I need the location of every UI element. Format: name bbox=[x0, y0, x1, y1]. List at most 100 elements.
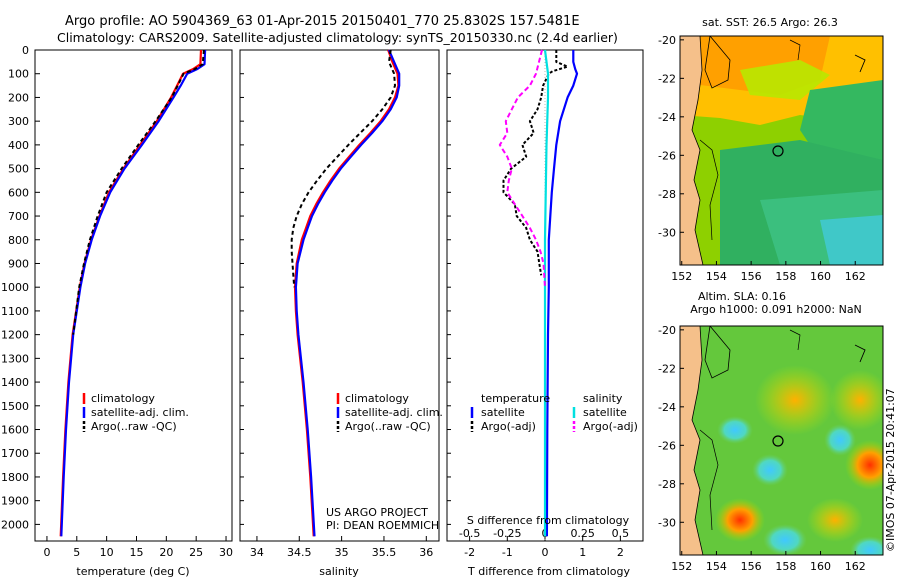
lat-tick-label: -20 bbox=[658, 324, 676, 337]
axes-layer: 0 100 200 300 400 5 0 0 600 700 800 900 1000 1100 1200… bbox=[1, 44, 629, 559]
legend-label-climatology: climatology bbox=[91, 392, 155, 405]
sst-map-ticks: 152 154 156 158 160 162 -20 -22 -24 -26 -28 -30 bbox=[658, 34, 866, 283]
legend-label-argo: Argo(..raw -QC) bbox=[345, 420, 431, 433]
legend-label-satellite: satellite-adj. clim. bbox=[91, 406, 189, 419]
depth-tick-label: 300 bbox=[8, 115, 29, 128]
legend-label-satellite: satellite-adj. clim. bbox=[345, 406, 443, 419]
difference-legend: temperature salinity satellite Argo(-adj… bbox=[470, 392, 638, 433]
temperature-xlabel: temperature (deg C) bbox=[76, 565, 189, 578]
lon-tick-label: 160 bbox=[810, 560, 831, 573]
x-tick-label: -1 bbox=[502, 546, 513, 559]
depth-tick-label: 100 bbox=[8, 68, 29, 81]
lon-tick-label: 152 bbox=[671, 560, 692, 573]
difference-xlabel-top: S difference from climatology bbox=[467, 514, 630, 527]
legend-label-t-satellite: satellite bbox=[481, 406, 525, 419]
lon-tick-label: 158 bbox=[775, 560, 796, 573]
x-tick-label: 5 bbox=[73, 546, 80, 559]
argo-location-marker bbox=[772, 435, 784, 447]
depth-tick-label: 1300 bbox=[1, 352, 29, 365]
salinity-panel bbox=[239, 49, 440, 542]
temperature-series-climatology bbox=[59, 49, 203, 537]
temperature-panel bbox=[34, 49, 233, 542]
lat-tick-label: -20 bbox=[658, 34, 676, 47]
lat-tick-label: -30 bbox=[658, 226, 676, 239]
x-tick-label: 35.5 bbox=[372, 546, 397, 559]
difference-series-t-satellite bbox=[545, 50, 579, 537]
x-tick-label: -2 bbox=[464, 546, 475, 559]
legend-label-s-satellite: satellite bbox=[583, 406, 627, 419]
difference-series-s-satellite bbox=[543, 49, 550, 537]
s-tick-label: -0.5 bbox=[459, 527, 480, 540]
sst-map-title: sat. SST: 26.5 Argo: 26.3 bbox=[702, 16, 838, 29]
depth-tick-label: 700 bbox=[8, 210, 29, 223]
sla-map-title2: Argo h1000: 0.091 h2000: NaN bbox=[690, 303, 862, 316]
depth-tick-label: 1400 bbox=[1, 376, 29, 389]
x-tick-label: 10 bbox=[100, 546, 114, 559]
depth-tick-label: 1000 bbox=[1, 281, 29, 294]
lon-tick-label: 156 bbox=[741, 560, 762, 573]
series-layer bbox=[59, 49, 579, 537]
figure-title-line2: Climatology: CARS2009. Satellite-adjuste… bbox=[57, 30, 618, 45]
depth-tick-label: 400 bbox=[8, 139, 29, 152]
x-tick-label: 15 bbox=[129, 546, 143, 559]
depth-tick-label: 0 bbox=[22, 44, 29, 57]
imos-stamp: ©IMOS 07-Apr-2015 20:41:07 bbox=[884, 388, 897, 552]
x-tick-label: 36 bbox=[419, 546, 433, 559]
lat-tick-label: -24 bbox=[658, 111, 676, 124]
depth-tick-label: 900 bbox=[8, 257, 29, 270]
legend-title-salinity: salinity bbox=[583, 392, 623, 405]
x-tick-label: 0 bbox=[43, 546, 50, 559]
argo-location-marker bbox=[772, 145, 784, 157]
legend-label-t-argo: Argo(-adj) bbox=[481, 420, 536, 433]
depth-tick-label: 600 bbox=[8, 186, 29, 199]
salinity-series-argo-raw-qc- bbox=[290, 49, 396, 288]
sla-map bbox=[680, 326, 883, 555]
depth-tick-label: 1500 bbox=[1, 400, 29, 413]
lon-tick-label: 162 bbox=[845, 270, 866, 283]
lon-tick-label: 158 bbox=[775, 270, 796, 283]
lat-tick-label: -28 bbox=[658, 188, 676, 201]
depth-tick-label: 200 bbox=[8, 91, 29, 104]
figure-title-line1: Argo profile: AO 5904369_63 01-Apr-2015 … bbox=[65, 14, 580, 29]
sla-map-frame bbox=[679, 325, 884, 556]
lon-tick-label: 154 bbox=[706, 270, 727, 283]
salinity-xlabel: salinity bbox=[319, 565, 359, 578]
x-tick-label: 34 bbox=[250, 546, 264, 559]
legend-title-temperature: temperature bbox=[481, 392, 550, 405]
legend-label-climatology: climatology bbox=[345, 392, 409, 405]
x-tick-label: 0 bbox=[542, 546, 549, 559]
lon-tick-label: 156 bbox=[741, 270, 762, 283]
depth-tick-label: 800 bbox=[8, 234, 29, 247]
x-tick-label: 35 bbox=[335, 546, 349, 559]
x-tick-label: 34.5 bbox=[287, 546, 312, 559]
sla-map-ticks: 152 154 156 158 160 162 -20 -22 -24 -26 -28 -30 bbox=[658, 324, 866, 573]
lat-tick-label: -22 bbox=[658, 72, 676, 85]
pi-label: PI: DEAN ROEMMICH bbox=[326, 519, 439, 532]
difference-series-t-argo-adj- bbox=[502, 50, 569, 276]
s-tick-label: 0.25 bbox=[570, 527, 595, 540]
depth-tick-label: 1200 bbox=[1, 329, 29, 342]
lon-tick-label: 162 bbox=[845, 560, 866, 573]
x-tick-label: 2 bbox=[617, 546, 624, 559]
depth-tick-label: 1700 bbox=[1, 447, 29, 460]
lat-tick-label: -26 bbox=[658, 149, 676, 162]
lat-tick-label: -28 bbox=[658, 478, 676, 491]
s-tick-label: -0.25 bbox=[493, 527, 521, 540]
lon-tick-label: 160 bbox=[810, 270, 831, 283]
s-tick-label: 0.5 bbox=[612, 527, 630, 540]
temperature-series-argo-raw-qc- bbox=[72, 49, 205, 335]
lat-tick-label: -30 bbox=[658, 516, 676, 529]
project-label: US ARGO PROJECT bbox=[326, 506, 428, 519]
legend-label-s-argo: Argo(-adj) bbox=[583, 420, 638, 433]
salinity-series-satellite-adj-clim- bbox=[294, 49, 401, 537]
sst-map bbox=[680, 36, 883, 265]
sst-map-frame bbox=[679, 35, 884, 266]
x-tick-label: 1 bbox=[579, 546, 586, 559]
temperature-series-satellite-adj-clim- bbox=[60, 49, 207, 537]
depth-tick-label: 1800 bbox=[1, 471, 29, 484]
lat-tick-label: -22 bbox=[658, 362, 676, 375]
lon-tick-label: 152 bbox=[671, 270, 692, 283]
depth-tick-label: 1600 bbox=[1, 424, 29, 437]
depth-tick-label: 1100 bbox=[1, 305, 29, 318]
